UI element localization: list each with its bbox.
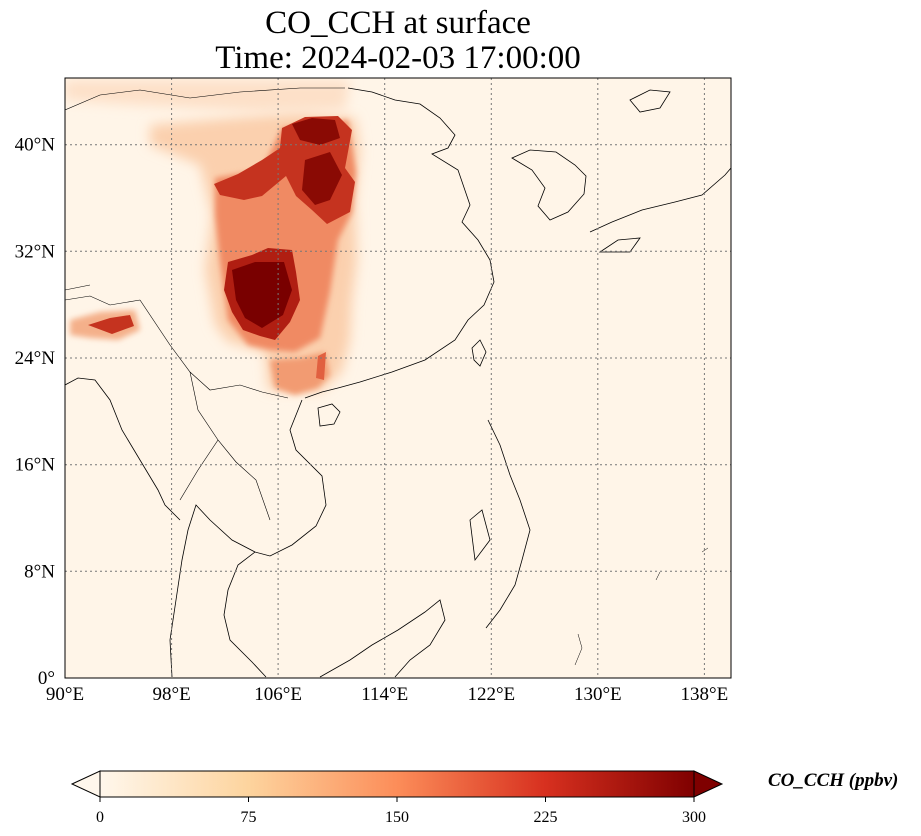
colorbar-extend-min <box>70 770 101 798</box>
map-title-line-1: CO_CCH at surface <box>265 5 531 41</box>
plume-darkred-central <box>232 262 292 328</box>
colorbar-tick-150: 150 <box>385 809 409 826</box>
co-concentration-field <box>65 80 360 395</box>
colorbar-tick-75: 75 <box>241 809 257 826</box>
korea-coastline <box>511 149 587 221</box>
plume-red-southeast <box>316 352 326 380</box>
colorbar: 0 75 150 225 300 <box>70 770 724 826</box>
lon-tick-90: 90°E <box>46 684 84 705</box>
gulf-thailand-coast <box>169 504 256 678</box>
colorbar-label: CO_CCH (ppbv) <box>768 770 899 791</box>
map-background <box>65 78 731 678</box>
lon-tick-130: 130°E <box>574 684 622 705</box>
plume-darkred-north <box>292 118 340 145</box>
map-title-line-2: Time: 2024-02-03 17:00:00 <box>215 40 581 76</box>
lon-tick-98: 98°E <box>152 684 190 705</box>
lat-tick-32: 32°N <box>15 241 56 262</box>
hainan-coastline <box>317 403 341 427</box>
coastlines-borders <box>65 87 731 678</box>
colorbar-tick-0: 0 <box>96 809 104 826</box>
lat-tick-40: 40°N <box>15 135 56 156</box>
sumatra-borneo-coast <box>319 599 446 678</box>
philippines-coastline <box>469 419 531 629</box>
lat-tick-8: 8°N <box>24 561 55 582</box>
lat-tick-16: 16°N <box>15 455 56 476</box>
land-borders <box>65 87 345 521</box>
map-frame <box>64 77 732 679</box>
colorbar-tick-300: 300 <box>682 809 706 826</box>
lat-tick-24: 24°N <box>15 348 56 369</box>
latitude-ticks: 0° 8°N 16°N 24°N 32°N 40°N <box>15 135 56 689</box>
china-coastline <box>304 87 495 399</box>
sea-islands <box>574 547 709 666</box>
plume-darkred-mid <box>302 152 342 205</box>
lon-tick-106: 106°E <box>254 684 302 705</box>
indochina-coastline <box>223 399 327 678</box>
plume-orange-south <box>270 352 330 395</box>
lon-tick-138: 138°E <box>681 684 729 705</box>
colorbar-tick-225: 225 <box>534 809 558 826</box>
colorbar-gradient <box>99 770 695 798</box>
colorbar-extend-max <box>693 770 724 798</box>
japan-coastline <box>589 89 731 253</box>
lon-tick-122: 122°E <box>467 684 515 705</box>
map-gridlines <box>65 78 731 678</box>
lat-tick-0: 0° <box>38 668 55 689</box>
plume-red-west <box>88 315 134 334</box>
myanmar-coast <box>65 377 181 521</box>
taiwan-coastline <box>471 339 487 367</box>
lon-tick-114: 114°E <box>361 684 408 705</box>
longitude-ticks: 90°E 98°E 106°E 114°E 122°E 130°E 138°E <box>46 684 728 705</box>
